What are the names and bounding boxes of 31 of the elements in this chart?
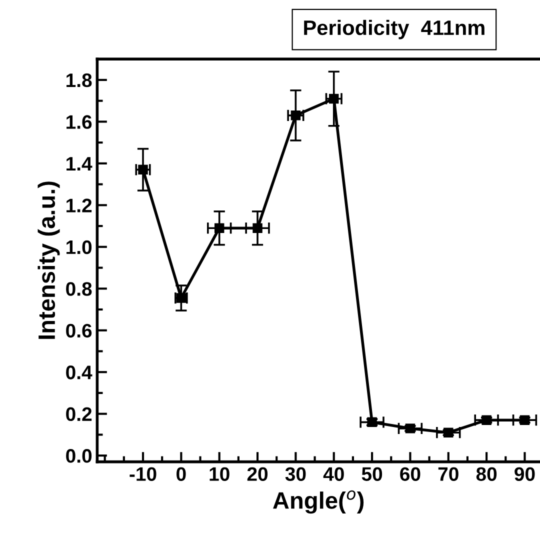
y-tick-label: 1.0 xyxy=(66,240,92,254)
y-tick-label: 1.2 xyxy=(66,198,92,212)
x-tick-label: 80 xyxy=(476,467,497,481)
point xyxy=(138,164,148,175)
y-tick-label: 0.6 xyxy=(66,324,92,338)
x-tick-label: 30 xyxy=(285,467,306,481)
y-tick-label: 1.6 xyxy=(66,115,92,129)
point xyxy=(482,415,492,425)
x-tick-label: 50 xyxy=(362,467,382,481)
x-tick-label: 40 xyxy=(323,467,344,481)
y-tick-label: 1.8 xyxy=(66,73,92,88)
point xyxy=(329,94,339,104)
y-tick-label: 0.0 xyxy=(66,449,92,463)
x-tick-label: 70 xyxy=(438,467,458,481)
point xyxy=(444,428,454,438)
x-tick-label: 0 xyxy=(176,467,186,481)
point xyxy=(252,223,262,233)
point xyxy=(290,110,301,120)
x-tick-label: 60 xyxy=(400,467,420,481)
y-tick-label: 1.4 xyxy=(66,157,92,170)
x-tick-label: 10 xyxy=(210,467,230,481)
point xyxy=(214,223,224,233)
y-axis-title: Intensity (a.u.) xyxy=(38,182,60,339)
y-tick-label: 0.8 xyxy=(66,282,92,296)
x-tick-label: -10 xyxy=(130,467,156,481)
chart-title: Periodicity 411nm xyxy=(304,20,484,40)
x-tick-label: 20 xyxy=(247,467,268,481)
x-axis-title: Angle($^{o}$) xyxy=(273,490,364,514)
y-tick-label: 0.2 xyxy=(66,407,92,422)
y-tick-label: 0.4 xyxy=(66,366,92,380)
x-tick-label: 90 xyxy=(514,467,535,481)
